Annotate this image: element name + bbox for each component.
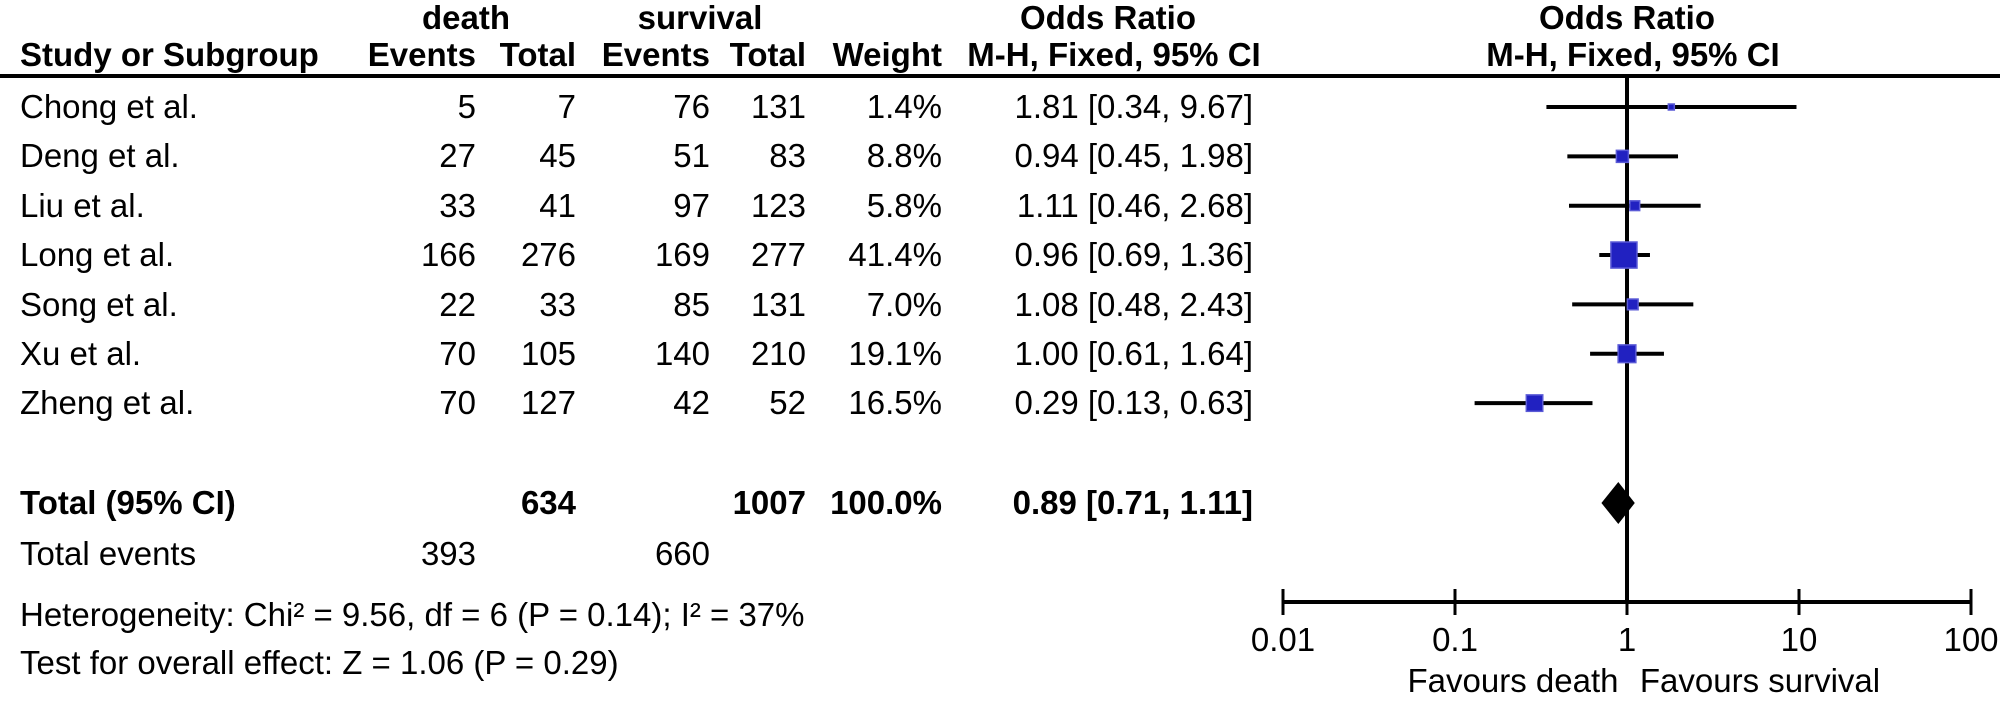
study-name: Song et al. — [20, 286, 178, 323]
study-square — [1617, 344, 1637, 364]
col-header-events-death: Events — [367, 36, 476, 73]
survival-total: 52 — [769, 384, 806, 421]
or-ci-value: 1.08 [0.48, 2.43] — [1014, 286, 1253, 323]
weight-value: 19.1% — [848, 335, 942, 372]
total-death-total: 634 — [520, 484, 576, 521]
axis-tick-label: 0.1 — [1432, 621, 1478, 658]
or-ci-value: 1.81 [0.34, 9.67] — [1014, 88, 1253, 125]
survival-events: 169 — [654, 236, 710, 273]
total-events-label: Total events — [20, 535, 197, 572]
survival-total: 83 — [769, 137, 806, 174]
axis-tick-label: 1 — [1618, 621, 1636, 658]
weight-value: 1.4% — [866, 88, 942, 125]
study-name: Xu et al. — [20, 335, 142, 372]
death-total: 45 — [539, 137, 576, 174]
or-ci-value: 1.11 [0.46, 2.68] — [1016, 187, 1253, 224]
total-events-survival: 660 — [654, 535, 710, 572]
death-total: 7 — [557, 88, 576, 125]
study-name: Long et al. — [20, 236, 175, 273]
favours-left-label: Favours death — [1407, 662, 1619, 699]
survival-total: 277 — [750, 236, 806, 273]
death-total: 33 — [539, 286, 576, 323]
study-square — [1525, 394, 1544, 413]
survival-events: 85 — [673, 286, 710, 323]
study-name: Deng et al. — [20, 137, 180, 174]
total-or-ci-value: 0.89 [0.71, 1.11] — [1012, 484, 1253, 521]
axis-tick-label: 10 — [1781, 621, 1818, 658]
total-label: Total (95% CI) — [20, 484, 236, 521]
col-header-weight: Weight — [832, 36, 942, 73]
or-ci-value: 0.94 [0.45, 1.98] — [1014, 137, 1253, 174]
death-events: 5 — [457, 88, 476, 125]
death-total: 41 — [539, 187, 576, 224]
group-label-death: death — [421, 0, 511, 36]
survival-total: 131 — [750, 88, 806, 125]
survival-events: 76 — [673, 88, 710, 125]
odds-ratio-text-title: Odds Ratio — [1019, 0, 1197, 36]
death-events: 70 — [439, 384, 476, 421]
study-name: Zheng et al. — [20, 384, 195, 421]
overall-effect-stats: Test for overall effect: Z = 1.06 (P = 0… — [20, 644, 619, 681]
weight-value: 5.8% — [866, 187, 942, 224]
survival-total: 123 — [750, 187, 806, 224]
favours-right-label: Favours survival — [1639, 662, 1881, 699]
death-total: 127 — [520, 384, 576, 421]
survival-total: 131 — [750, 286, 806, 323]
axis-tick-label: 0.01 — [1251, 621, 1315, 658]
death-events: 27 — [439, 137, 476, 174]
total-survival-total: 1007 — [732, 484, 806, 521]
header-rule — [0, 74, 2000, 78]
death-events: 166 — [420, 236, 476, 273]
survival-events: 42 — [673, 384, 710, 421]
survival-events: 97 — [673, 187, 710, 224]
study-name: Liu et al. — [20, 187, 145, 224]
or-ci-value: 0.96 [0.69, 1.36] — [1014, 236, 1253, 273]
weight-value: 7.0% — [866, 286, 942, 323]
death-events: 22 — [439, 286, 476, 323]
total-weight: 100.0% — [830, 484, 942, 521]
total-diamond — [1601, 482, 1635, 524]
study-square — [1615, 149, 1630, 164]
total-events-death: 393 — [420, 535, 476, 572]
col-header-study: Study or Subgroup — [20, 36, 319, 73]
weight-value: 16.5% — [848, 384, 942, 421]
col-header-total-death: Total — [499, 36, 576, 73]
study-square — [1629, 200, 1641, 212]
survival-events: 140 — [654, 335, 710, 372]
death-events: 70 — [439, 335, 476, 372]
or-ci-value: 0.29 [0.13, 0.63] — [1014, 384, 1253, 421]
col-header-mh-ci-text: M-H, Fixed, 95% CI — [967, 36, 1261, 73]
axis-tick-label: 100 — [1943, 621, 1998, 658]
weight-value: 41.4% — [848, 236, 942, 273]
study-name: Chong et al. — [20, 88, 198, 125]
weight-value: 8.8% — [866, 137, 942, 174]
study-square — [1610, 241, 1638, 269]
odds-ratio-plot-title: Odds Ratio — [1538, 0, 1716, 36]
group-label-survival: survival — [637, 0, 763, 36]
col-header-total-survival: Total — [729, 36, 806, 73]
death-total: 105 — [520, 335, 576, 372]
col-header-mh-ci-plot: M-H, Fixed, 95% CI — [1486, 36, 1780, 73]
or-ci-value: 1.00 [0.61, 1.64] — [1014, 335, 1253, 372]
survival-total: 210 — [750, 335, 806, 372]
heterogeneity-stats: Heterogeneity: Chi² = 9.56, df = 6 (P = … — [20, 596, 805, 633]
study-square — [1667, 103, 1676, 111]
survival-events: 51 — [673, 137, 710, 174]
col-header-events-survival: Events — [601, 36, 710, 73]
death-total: 276 — [520, 236, 576, 273]
death-events: 33 — [439, 187, 476, 224]
study-square — [1626, 298, 1639, 311]
